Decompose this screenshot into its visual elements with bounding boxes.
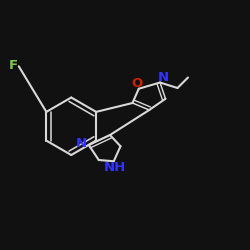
Text: F: F: [9, 59, 18, 72]
Text: NH: NH: [104, 161, 126, 174]
Text: N: N: [158, 71, 168, 84]
Text: O: O: [132, 77, 143, 90]
Text: N: N: [76, 137, 87, 150]
